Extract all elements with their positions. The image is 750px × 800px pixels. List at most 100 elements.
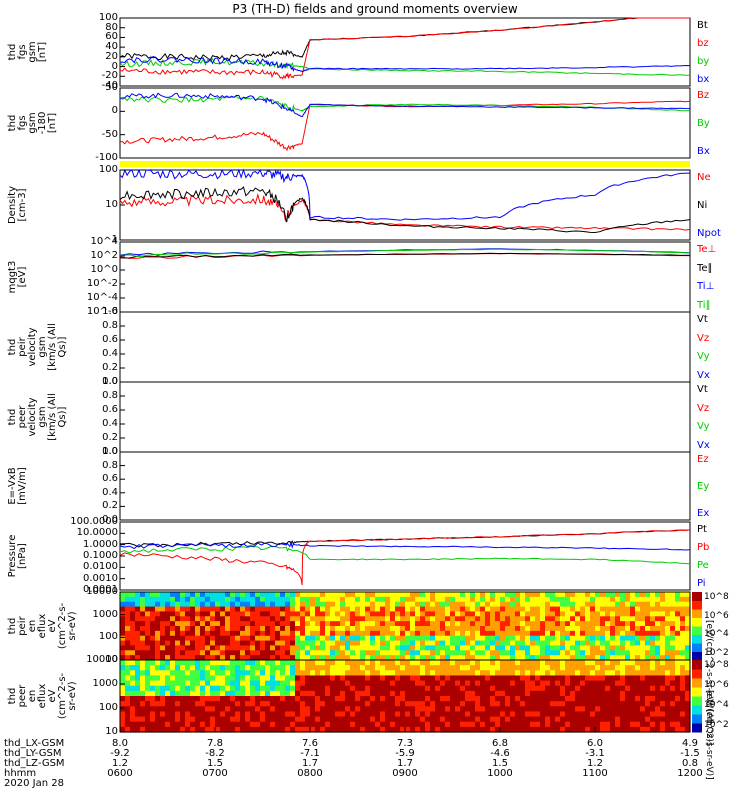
ion_spectrogram-cell (310, 596, 316, 603)
electron_spectrogram-cell (640, 685, 646, 692)
ion_spectrogram-colorbar-segment (692, 634, 702, 644)
electron_spectrogram-cell (455, 701, 461, 707)
electron_spectrogram-cell (435, 706, 441, 713)
ion_spectrogram-cell (160, 635, 166, 642)
electron_spectrogram-cell (585, 696, 591, 702)
ion_spectrogram-cell (665, 596, 671, 603)
electron_spectrogram-cell (380, 680, 386, 687)
ion_spectrogram-cell (205, 626, 211, 632)
electron_spectrogram-cell (500, 670, 506, 677)
ion_spectrogram-cell (175, 606, 181, 613)
ion_spectrogram-cell (230, 601, 236, 608)
ion_spectrogram-cell (265, 645, 271, 651)
ion_spectrogram-cell (455, 596, 461, 603)
electron_spectrogram-cell (205, 706, 211, 713)
electron_spectrogram-cell (630, 665, 636, 671)
electron_spectrogram-cell (570, 680, 576, 687)
ion_spectrogram-cell (190, 645, 196, 651)
ion_spectrogram-cell (415, 592, 421, 598)
electron_spectrogram-cell (155, 726, 161, 733)
ylabel-line: sr-eV) (67, 681, 78, 711)
electron_spectrogram-cell (280, 675, 286, 682)
electron_spectrogram-cell (415, 670, 421, 677)
efield-frame (119, 451, 691, 521)
electron_spectrogram-cell (155, 711, 161, 718)
ion_spectrogram-cell (255, 601, 261, 608)
ion_spectrogram-cell (260, 616, 266, 622)
electron_spectrogram-cell (680, 670, 686, 677)
ion_spectrogram-cell (665, 611, 671, 617)
electron_spectrogram-cell (510, 675, 516, 682)
ion_spectrogram-cell (460, 645, 466, 651)
electron_spectrogram-cell (285, 711, 291, 718)
y-tick-label: 10.0000 (76, 527, 118, 539)
ion_spectrogram-cell (660, 616, 666, 622)
electron_spectrogram-cell (140, 690, 146, 697)
electron_spectrogram-cell (555, 665, 561, 671)
electron_spectrogram-cell (635, 690, 641, 697)
ion_spectrogram-cell (325, 640, 331, 647)
ion_spectrogram-cell (445, 650, 451, 656)
electron_spectrogram-cell (545, 685, 551, 692)
ion_spectrogram-cell (525, 621, 531, 627)
electron_spectrogram-cell (670, 675, 676, 682)
ion_spectrogram-cell (660, 650, 666, 656)
ion_spectrogram-cell (120, 596, 126, 603)
electron_spectrogram-cell (590, 690, 596, 697)
ion_spectrogram-cell (610, 601, 616, 608)
ion_spectrogram-cell (645, 601, 651, 608)
electron_spectrogram-cell (605, 685, 611, 692)
electron_spectrogram-cell (545, 680, 551, 687)
ion_spectrogram-cell (220, 645, 226, 651)
ion_spectrogram-cell (480, 626, 486, 632)
ion_spectrogram-cell (260, 645, 266, 651)
electron_spectrogram-cell (545, 696, 551, 702)
electron_spectrogram-cell (575, 706, 581, 713)
electron_spectrogram-cell (285, 665, 291, 671)
ion_spectrogram-cell (580, 606, 586, 613)
ion_spectrogram-cell (185, 621, 191, 627)
electron_spectrogram-cell (600, 721, 606, 728)
electron_spectrogram-cell (485, 690, 491, 697)
ion_spectrogram-cell (250, 655, 256, 661)
electron_spectrogram-cell (455, 696, 461, 702)
ion_spectrogram-cell (500, 626, 506, 632)
ion_spectrogram-cell (670, 645, 676, 651)
ion_spectrogram-cell (125, 655, 131, 661)
y-tick-label: 100 (98, 164, 118, 175)
electron_spectrogram-cell (340, 711, 346, 718)
electron_spectrogram-cell (650, 706, 656, 713)
ion_spectrogram-cell (430, 592, 436, 598)
ion_spectrogram-cell (225, 626, 231, 632)
electron_spectrogram-cell (670, 690, 676, 697)
electron_spectrogram-cell (485, 706, 491, 713)
ion_spectrogram-cell (480, 635, 486, 642)
electron_spectrogram-cell (315, 721, 321, 728)
electron_spectrogram-cell (580, 711, 586, 718)
ion_spectrogram-cell (415, 611, 421, 617)
ion_spectrogram-cell (215, 592, 221, 598)
electron_spectrogram-cell (310, 701, 316, 707)
electron_spectrogram-cell (195, 706, 201, 713)
ion_spectrogram-cell (360, 640, 366, 647)
electron_spectrogram-cell (590, 716, 596, 723)
ion_spectrogram-cell (615, 616, 621, 622)
ion_spectrogram-cell (560, 655, 566, 661)
ion_spectrogram-cell (215, 635, 221, 642)
electron_spectrogram-cell (435, 721, 441, 728)
electron_spectrogram-cell (275, 675, 281, 682)
ion_spectrogram-cell (290, 596, 296, 603)
ion_spectrogram-cell (540, 630, 546, 637)
electron_spectrogram-cell (645, 701, 651, 707)
electron_spectrogram-cell (290, 670, 296, 677)
ion_spectrogram-cell (495, 596, 501, 603)
electron_spectrogram-cell (570, 721, 576, 728)
electron_spectrogram-cell (440, 716, 446, 723)
ion_spectrogram-cell (535, 655, 541, 661)
ion_spectrogram-cell (410, 630, 416, 637)
ion_spectrogram-cell (215, 601, 221, 608)
electron_spectrogram-cell (525, 711, 531, 718)
ion_spectrogram-cell (315, 626, 321, 632)
ion_spectrogram-cell (355, 655, 361, 661)
electron_spectrogram-cell (635, 706, 641, 713)
